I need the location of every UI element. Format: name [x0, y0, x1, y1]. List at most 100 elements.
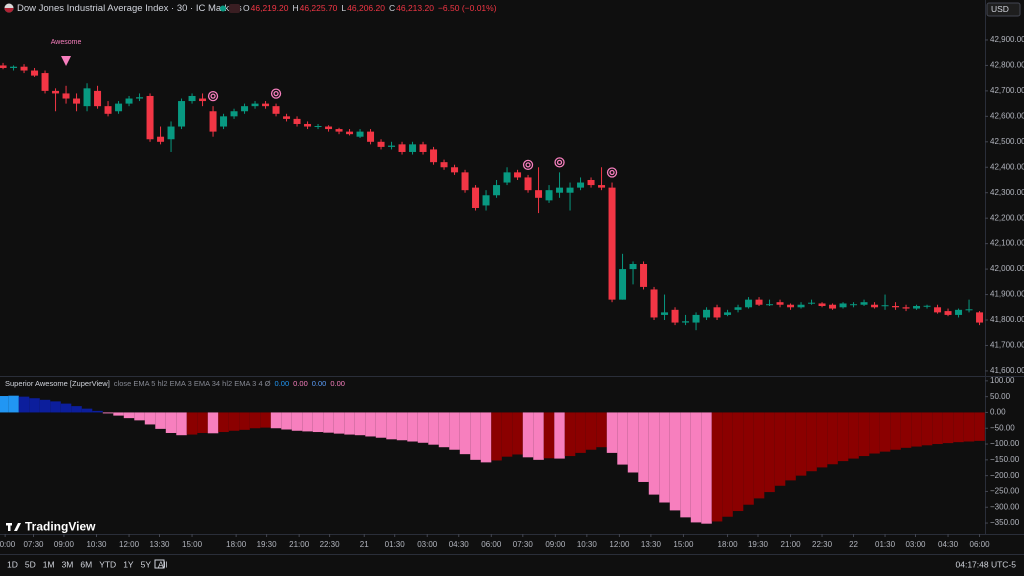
x-tick-label: 09:00 — [545, 540, 566, 549]
candle-body — [472, 187, 480, 208]
range-button[interactable]: 6M — [80, 559, 92, 569]
x-tick-label: 21 — [360, 540, 369, 549]
candle-body — [913, 306, 921, 309]
candle-body — [629, 264, 637, 270]
logo: TradingView — [6, 520, 96, 534]
x-tick-label: 15:00 — [182, 540, 203, 549]
candle-body — [209, 111, 217, 132]
histogram-bar — [575, 412, 586, 453]
range-button[interactable]: YTD — [99, 559, 116, 569]
x-tick-label: 09:00 — [54, 540, 75, 549]
x-tick-label: 19:30 — [748, 540, 769, 549]
x-tick-label: 13:30 — [149, 540, 170, 549]
candle-body — [818, 303, 826, 307]
currency-button[interactable] — [986, 2, 1021, 17]
range-button[interactable]: 3M — [62, 559, 74, 569]
candle-body — [934, 307, 942, 313]
y-tick-label: 42,000.00 — [990, 264, 1024, 273]
histogram-bar — [533, 412, 544, 460]
candle-body — [545, 190, 553, 201]
x-tick-label: 01:30 — [875, 540, 896, 549]
candle-body — [682, 321, 690, 323]
signal-marker-inner — [556, 159, 563, 166]
x-tick-label: 04:30 — [449, 540, 470, 549]
range-button[interactable]: 5D — [25, 559, 36, 569]
y-tick-label: 42,100.00 — [990, 239, 1024, 248]
x-tick-label: 18:00 — [718, 540, 739, 549]
candle-body — [587, 179, 595, 186]
calendar-icon[interactable] — [154, 559, 165, 569]
x-tick-label: 10:30 — [86, 540, 107, 549]
ohlc-change: −6.50 (−0.01%) — [438, 3, 497, 13]
histogram-bar — [386, 412, 397, 440]
candle-body — [104, 106, 112, 114]
candle-body — [409, 144, 417, 152]
candle-body — [388, 145, 396, 147]
candle-body — [976, 312, 984, 323]
x-tick-label: 00:00 — [0, 540, 16, 549]
candle-body — [335, 129, 343, 132]
candle-body — [650, 289, 658, 318]
ohlc-value: 46,219.20 — [251, 3, 289, 13]
range-button[interactable]: 1M — [43, 559, 55, 569]
histogram-bar — [732, 412, 744, 512]
histogram-bar — [669, 412, 681, 511]
y-tick-label: 42,900.00 — [990, 35, 1024, 44]
x-tick-label: 22 — [849, 540, 858, 549]
candle-body — [461, 172, 469, 191]
histogram-bar — [638, 412, 649, 482]
candle-body — [230, 111, 238, 117]
y-tick-label: −200.00 — [990, 471, 1020, 480]
y-tick-label: 42,300.00 — [990, 188, 1024, 197]
candle-body — [503, 172, 511, 183]
indicator-value: 0.00 — [275, 379, 290, 388]
candle-body — [115, 103, 123, 112]
clock: 04:17:48 UTC-5 — [956, 559, 1017, 569]
y-tick-label: 42,200.00 — [990, 213, 1024, 222]
price-pane: Awesome — [0, 39, 985, 524]
candle-body — [881, 305, 889, 307]
candle-body — [766, 304, 774, 306]
histogram-bar — [858, 412, 870, 457]
candle-body — [199, 98, 207, 102]
currency-label[interactable]: USD — [991, 4, 1009, 14]
candle-body — [892, 306, 900, 308]
histogram-bar — [18, 396, 30, 413]
histogram-bar — [522, 412, 534, 458]
histogram-bar — [113, 412, 124, 416]
signal-marker-inner — [273, 90, 279, 97]
candle-body — [125, 98, 133, 104]
candle-body — [220, 116, 228, 127]
histogram-bar — [848, 412, 859, 459]
histogram-bar — [81, 408, 93, 413]
candle-body — [577, 182, 585, 188]
candle-body — [356, 131, 364, 137]
candle-body — [787, 304, 795, 308]
candle-body — [745, 299, 753, 308]
candle-body — [692, 314, 700, 323]
range-button[interactable]: All — [158, 559, 168, 569]
range-button[interactable]: 1Y — [123, 559, 134, 569]
histogram-bar — [176, 412, 187, 436]
ohlc-value: 46,206.20 — [347, 3, 385, 13]
flag-icon — [4, 8, 14, 13]
candle-body — [755, 299, 763, 305]
range-button[interactable]: 5Y — [141, 559, 152, 569]
candle-body — [377, 141, 385, 147]
y-tick-label: −50.00 — [990, 423, 1015, 432]
candle-body — [31, 70, 39, 76]
y-tick-label: 42,400.00 — [990, 162, 1024, 171]
histogram-bar — [186, 412, 198, 435]
candle-body — [493, 185, 501, 196]
histogram-bar — [585, 412, 597, 450]
x-tick-label: 21:00 — [289, 540, 310, 549]
candle-body — [272, 106, 280, 114]
x-tick-label: 06:00 — [481, 540, 502, 549]
histogram-bar — [102, 412, 114, 414]
screenshot-icon[interactable] — [154, 559, 165, 569]
histogram-bar — [911, 412, 922, 447]
y-tick-label: 100.00 — [990, 376, 1015, 385]
range-button[interactable]: 1D — [7, 559, 18, 569]
candle-body — [839, 303, 847, 308]
candle-body — [419, 144, 427, 152]
